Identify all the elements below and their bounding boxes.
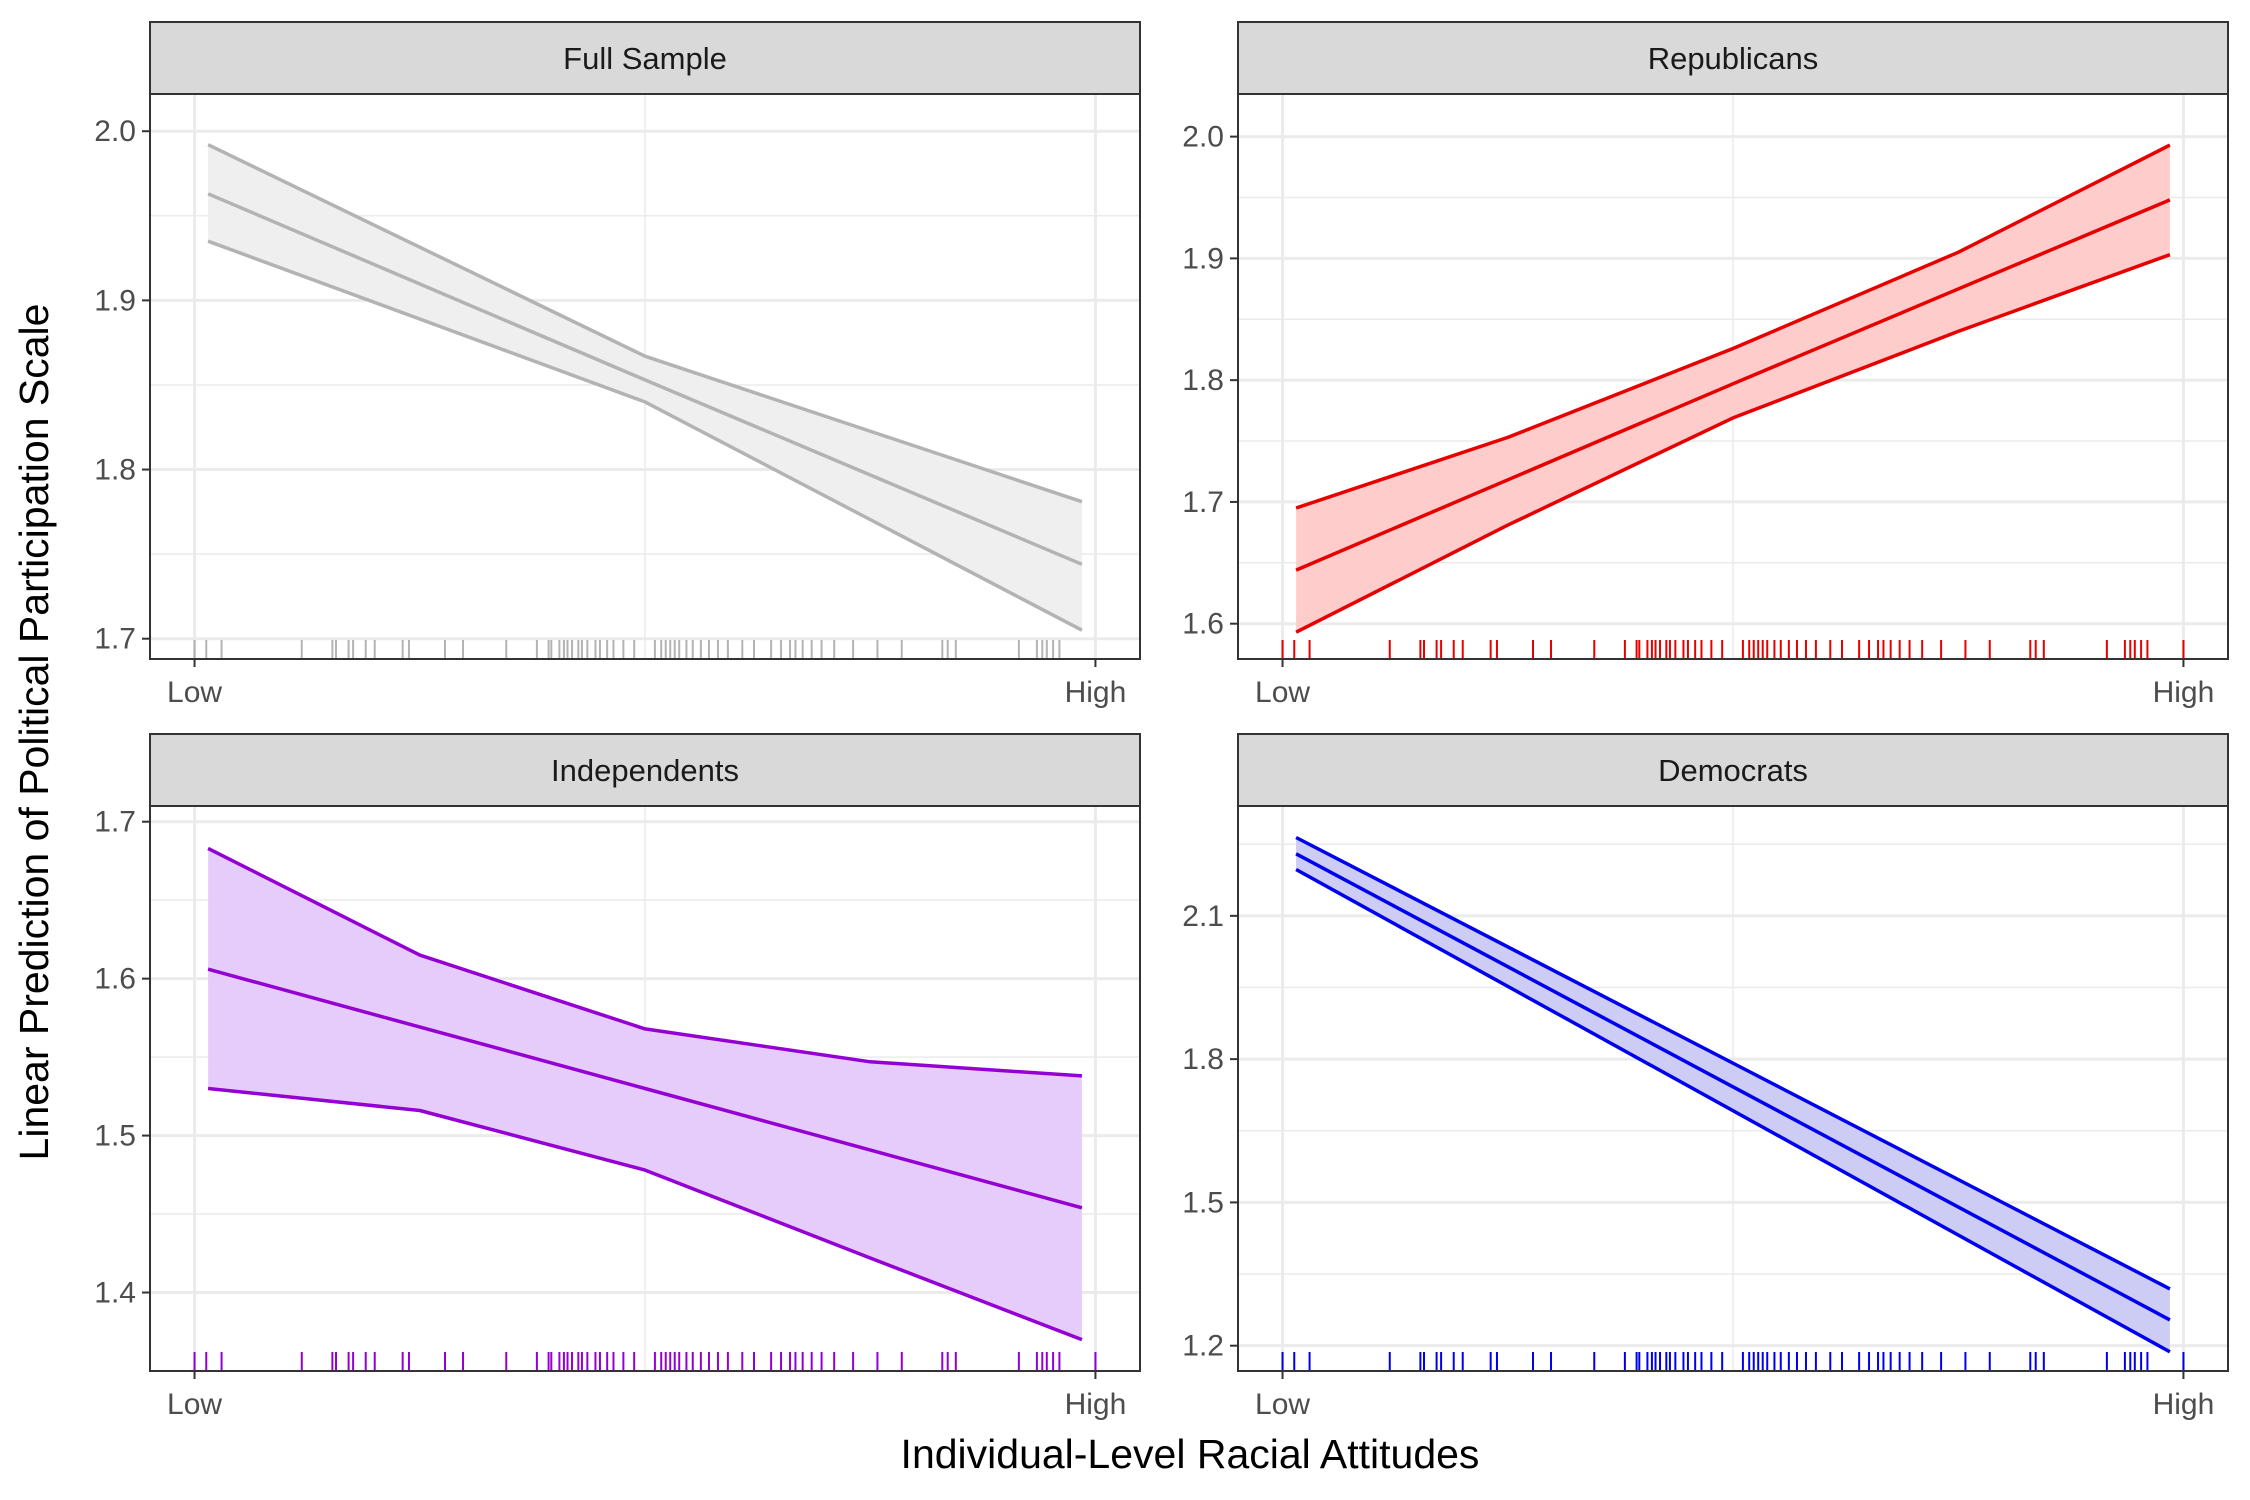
strip-label-democrats: Democrats bbox=[1658, 753, 1808, 788]
strip-label-independents: Independents bbox=[551, 753, 739, 788]
rug-full-sample bbox=[193, 640, 1061, 659]
line-upper-republicans bbox=[1295, 143, 2171, 510]
line-lower-republicans bbox=[1295, 253, 2171, 634]
y-tick-label: 1.7 bbox=[94, 806, 136, 839]
rug-democrats bbox=[1281, 1352, 2185, 1371]
y-tick-label: 1.4 bbox=[94, 1277, 136, 1310]
x-tick-label: High bbox=[2153, 1388, 2215, 1421]
y-tick-label: 1.6 bbox=[1182, 608, 1224, 641]
x-tick-label: Low bbox=[1255, 676, 1310, 709]
confidence-band-full-sample bbox=[208, 144, 1082, 631]
x-tick-label: Low bbox=[167, 1388, 222, 1421]
y-tick-label: 1.5 bbox=[1182, 1186, 1224, 1219]
y-tick-label: 1.8 bbox=[94, 454, 136, 487]
y-tick-label: 1.9 bbox=[94, 284, 136, 317]
panel-border-full-sample bbox=[149, 93, 1141, 660]
panel-border-republicans bbox=[1237, 93, 2229, 660]
line-upper-democrats bbox=[1295, 835, 2171, 1291]
line-lower-independents bbox=[207, 1086, 1083, 1342]
y-tick-label: 1.6 bbox=[94, 963, 136, 996]
strip-democrats bbox=[1237, 733, 2229, 807]
panel-border-democrats bbox=[1237, 805, 2229, 1372]
line-fit-republicans bbox=[1295, 198, 2171, 572]
y-tick-label: 1.9 bbox=[1182, 242, 1224, 275]
grid-full-sample bbox=[150, 94, 1140, 659]
y-tick-label: 1.8 bbox=[1182, 1043, 1224, 1076]
strip-label-full-sample: Full Sample bbox=[563, 41, 727, 76]
line-upper-independents bbox=[207, 846, 1083, 1078]
rug-republicans bbox=[1281, 640, 2185, 659]
strip-independents bbox=[149, 733, 1141, 807]
y-tick-label: 1.7 bbox=[1182, 486, 1224, 519]
panel-independents: Independents 1.4 1.5 1.6 1.7 Low High bbox=[94, 733, 1141, 1421]
line-lower-full-sample bbox=[207, 239, 1083, 632]
y-tick-label: 1.2 bbox=[1182, 1330, 1224, 1363]
y-tick-label: 2.1 bbox=[1182, 900, 1224, 933]
confidence-band-independents bbox=[208, 848, 1082, 1340]
panel-democrats: Democrats 1.2 1.5 1.8 2.1 Low High bbox=[1182, 733, 2229, 1421]
line-fit-independents bbox=[207, 967, 1083, 1210]
x-tick-label: High bbox=[1065, 676, 1127, 709]
panel-full-sample: Full Sample 1.7 1.8 1.9 2.0 Low High bbox=[94, 21, 1141, 709]
y-tick-label: 1.8 bbox=[1182, 364, 1224, 397]
y-tick-label: 1.5 bbox=[94, 1120, 136, 1153]
strip-label-republicans: Republicans bbox=[1648, 41, 1819, 76]
line-fit-democrats bbox=[1295, 852, 2171, 1322]
line-upper-full-sample bbox=[207, 143, 1083, 504]
y-axis-title: Linear Prediction of Political Participa… bbox=[11, 304, 57, 1161]
y-tick-label: 2.0 bbox=[94, 115, 136, 148]
y-tick-label: 2.0 bbox=[1182, 121, 1224, 154]
line-fit-full-sample bbox=[207, 192, 1083, 566]
panel-border-independents bbox=[149, 805, 1141, 1372]
y-tick-label: 1.7 bbox=[94, 623, 136, 656]
x-tick-label: High bbox=[2153, 676, 2215, 709]
x-tick-label: Low bbox=[167, 676, 222, 709]
strip-full-sample bbox=[149, 21, 1141, 95]
rug-independents bbox=[193, 1352, 1097, 1371]
panel-republicans: Republicans 1.6 1.7 1.8 1.9 2.0 Low High bbox=[1182, 21, 2229, 709]
x-axis-title: Individual-Level Racial Attitudes bbox=[901, 1431, 1480, 1477]
x-tick-label: High bbox=[1065, 1388, 1127, 1421]
line-lower-democrats bbox=[1295, 867, 2171, 1354]
confidence-band-democrats bbox=[1296, 837, 2170, 1352]
confidence-band-republicans bbox=[1296, 145, 2170, 633]
x-tick-label: Low bbox=[1255, 1388, 1310, 1421]
